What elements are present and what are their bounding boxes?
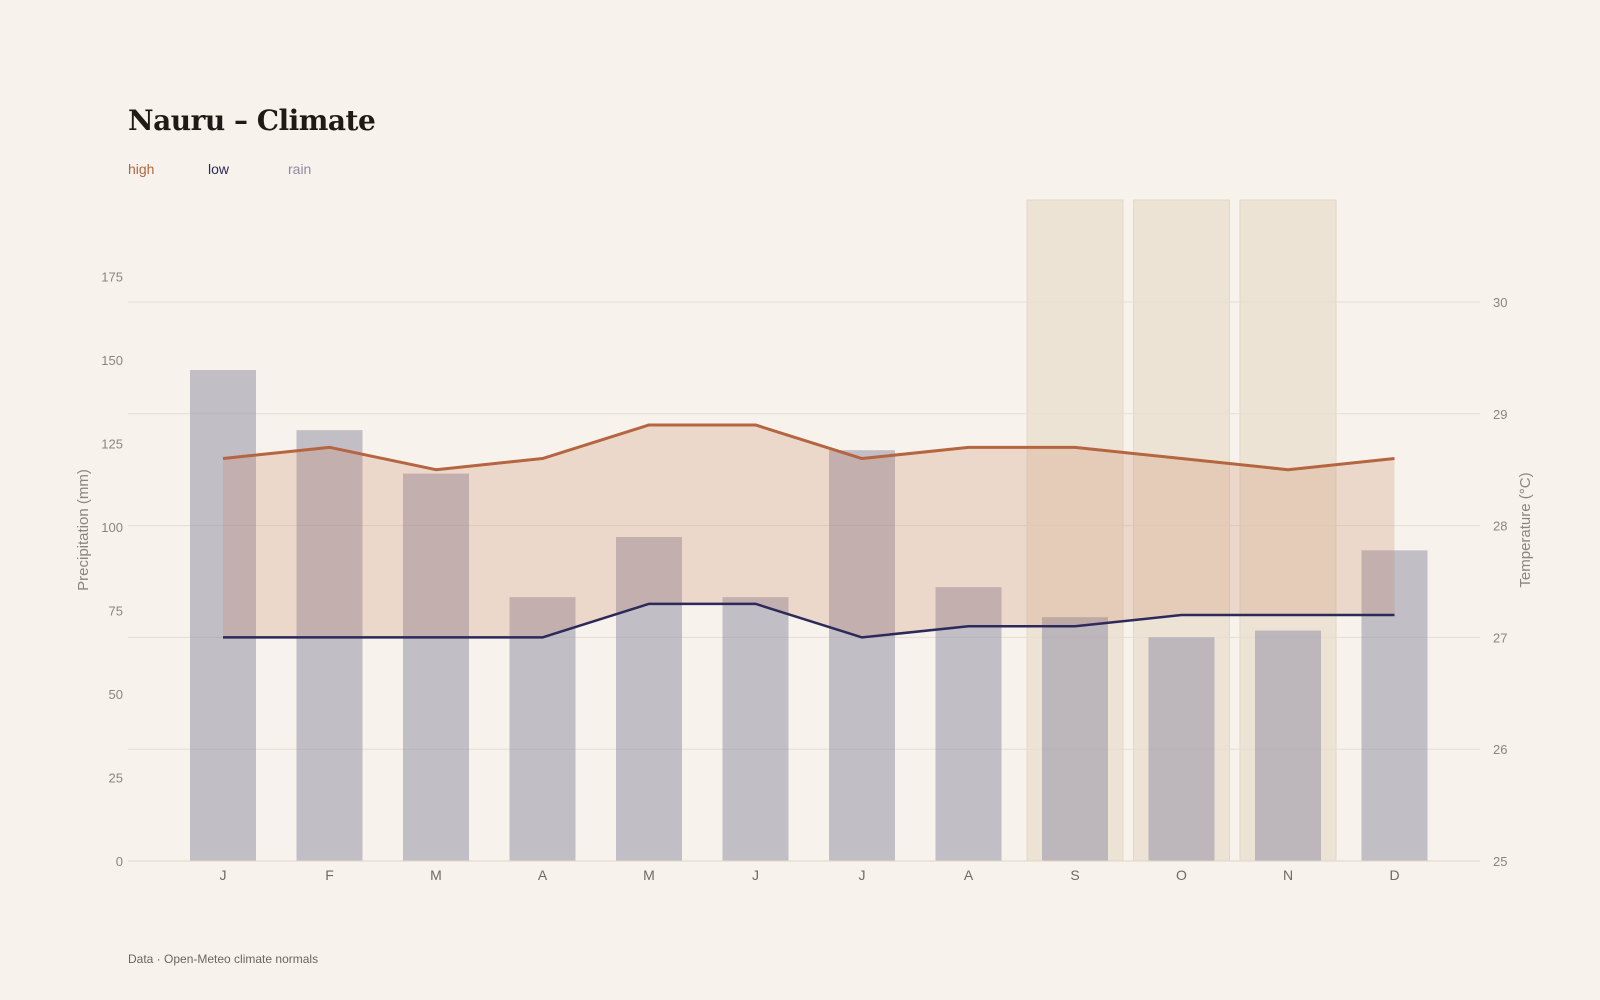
left-tick-label: 50 [109,687,123,702]
month-label: S [1070,867,1079,883]
month-label: D [1389,867,1399,883]
legend: high low rain [128,161,368,177]
left-tick-label: 150 [101,353,123,368]
left-tick-label: 75 [109,604,123,619]
right-tick-label: 28 [1493,519,1507,534]
month-label: N [1283,867,1293,883]
rain-bar [403,473,469,861]
left-tick-label: 125 [101,437,123,452]
left-tick-label: 175 [101,270,123,285]
month-label: J [752,867,759,883]
right-tick-label: 25 [1493,854,1507,869]
right-tick-label: 27 [1493,630,1507,645]
temperature-band [223,424,1395,638]
month-label: J [859,867,866,883]
rain-bar [190,370,256,861]
legend-high: high [128,161,155,177]
rain-bar [616,537,682,861]
chart-title: Nauru – Climate [128,104,376,137]
month-label: M [643,867,655,883]
left-tick-label: 25 [109,771,123,786]
rain-bar [935,587,1002,861]
low-line [223,602,1395,639]
right-tick-label: 30 [1493,295,1507,310]
left-axis-title: Precipitation (mm) [75,469,92,591]
rain-bar [509,597,576,861]
high-line [222,423,1395,472]
right-axis-title: Temperature (°C) [1517,472,1534,587]
month-label: F [325,867,334,883]
month-label: A [964,867,974,883]
rain-bar [1148,637,1215,861]
month-label: M [430,867,442,883]
rain-bar [1042,617,1108,861]
right-tick-label: 29 [1493,407,1507,422]
month-label: A [538,867,548,883]
left-tick-label: 100 [101,520,123,535]
right-tick-label: 26 [1493,742,1507,757]
rain-bar [296,430,363,861]
left-tick-label: 0 [116,854,123,869]
legend-rain: rain [288,161,312,177]
data-source-note: Data · Open-Meteo climate normals [128,952,319,966]
rain-bar [722,597,789,861]
month-label: O [1176,867,1187,883]
legend-low: low [208,161,230,177]
month-label: J [220,867,227,883]
rain-bar [1255,630,1321,861]
rain-bar [829,450,895,861]
rain-bar [1361,550,1428,861]
